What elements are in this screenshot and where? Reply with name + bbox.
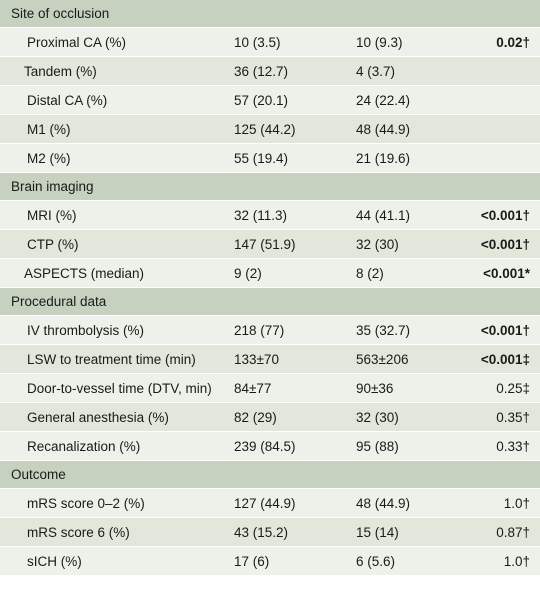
table-row: M2 (%) 55 (19.4) 21 (19.6) xyxy=(0,143,540,173)
table-row: M1 (%) 125 (44.2) 48 (44.9) xyxy=(0,114,540,144)
table-row: mRS score 0–2 (%) 127 (44.9) 48 (44.9) 1.0† xyxy=(0,488,540,518)
section-title: Site of occlusion xyxy=(0,0,540,28)
table-row: sICH (%) 17 (6) 6 (5.6) 1.0† xyxy=(0,546,540,576)
table-row: CTP (%) 147 (51.9) 32 (30) <0.001† xyxy=(0,229,540,259)
section-header: Procedural data xyxy=(0,287,540,316)
group2-value: 35 (32.7) xyxy=(356,315,469,345)
table-row: Distal CA (%) 57 (20.1) 24 (22.4) xyxy=(0,85,540,115)
group2-value: 48 (44.9) xyxy=(356,114,469,144)
p-value: 1.0† xyxy=(469,488,540,518)
group1-value: 218 (77) xyxy=(234,315,356,345)
group2-value: 32 (30) xyxy=(356,402,469,432)
row-label: IV thrombolysis (%) xyxy=(0,315,234,345)
group2-value: 6 (5.6) xyxy=(356,546,469,576)
table-row: Recanalization (%) 239 (84.5) 95 (88) 0.33† xyxy=(0,431,540,461)
group2-value: 15 (14) xyxy=(356,517,469,547)
row-label: mRS score 6 (%) xyxy=(0,517,234,547)
group1-value: 147 (51.9) xyxy=(234,229,356,259)
p-value: <0.001* xyxy=(469,258,540,288)
group1-value: 84±77 xyxy=(234,373,356,403)
row-label: Proximal CA (%) xyxy=(0,27,234,57)
group1-value: 36 (12.7) xyxy=(234,56,356,86)
group2-value: 8 (2) xyxy=(356,258,469,288)
p-value: 1.0† xyxy=(469,546,540,576)
p-value: 0.87† xyxy=(469,517,540,547)
p-value: 0.25‡ xyxy=(469,373,540,403)
section-title: Procedural data xyxy=(0,287,540,316)
table-row: General anesthesia (%) 82 (29) 32 (30) 0.35… xyxy=(0,402,540,432)
table-row: LSW to treatment time (min) 133±70 563±206… xyxy=(0,344,540,374)
table-row: ASPECTS (median) 9 (2) 8 (2) <0.001* xyxy=(0,258,540,288)
table-row: mRS score 6 (%) 43 (15.2) 15 (14) 0.87† xyxy=(0,517,540,547)
group1-value: 239 (84.5) xyxy=(234,431,356,461)
group1-value: 9 (2) xyxy=(234,258,356,288)
group2-value: 21 (19.6) xyxy=(356,143,469,173)
p-value: <0.001† xyxy=(469,315,540,345)
group2-value: 563±206 xyxy=(356,344,469,374)
group1-value: 57 (20.1) xyxy=(234,85,356,115)
section-header: Outcome xyxy=(0,460,540,489)
group1-value: 32 (11.3) xyxy=(234,200,356,230)
table-row: Door-to-vessel time (DTV, min) 84±77 90±36… xyxy=(0,373,540,403)
p-value: <0.001† xyxy=(469,229,540,259)
row-label: General anesthesia (%) xyxy=(0,402,234,432)
group1-value: 125 (44.2) xyxy=(234,114,356,144)
p-value: 0.02† xyxy=(469,27,540,57)
section-title: Outcome xyxy=(0,460,540,489)
row-label: LSW to treatment time (min) xyxy=(0,344,234,374)
p-value xyxy=(469,85,540,115)
p-value xyxy=(469,56,540,86)
group2-value: 44 (41.1) xyxy=(356,200,469,230)
table-body: Site of occlusion Proximal CA (%) 10 (3.5)… xyxy=(0,0,540,576)
row-label: M2 (%) xyxy=(0,143,234,173)
row-label: CTP (%) xyxy=(0,229,234,259)
group1-value: 133±70 xyxy=(234,344,356,374)
row-label: Door-to-vessel time (DTV, min) xyxy=(0,373,234,403)
p-value: 0.33† xyxy=(469,431,540,461)
group2-value: 90±36 xyxy=(356,373,469,403)
group2-value: 95 (88) xyxy=(356,431,469,461)
group1-value: 17 (6) xyxy=(234,546,356,576)
row-label: Tandem (%) xyxy=(0,56,234,86)
row-label: Recanalization (%) xyxy=(0,431,234,461)
clinical-data-table: Site of occlusion Proximal CA (%) 10 (3.5)… xyxy=(0,0,540,576)
table-row: MRI (%) 32 (11.3) 44 (41.1) <0.001† xyxy=(0,200,540,230)
section-header: Brain imaging xyxy=(0,172,540,201)
row-label: sICH (%) xyxy=(0,546,234,576)
section-header: Site of occlusion xyxy=(0,0,540,28)
group2-value: 10 (9.3) xyxy=(356,27,469,57)
table-row: Tandem (%) 36 (12.7) 4 (3.7) xyxy=(0,56,540,86)
group2-value: 48 (44.9) xyxy=(356,488,469,518)
group2-value: 24 (22.4) xyxy=(356,85,469,115)
p-value xyxy=(469,114,540,144)
p-value xyxy=(469,143,540,173)
group1-value: 82 (29) xyxy=(234,402,356,432)
p-value: 0.35† xyxy=(469,402,540,432)
group1-value: 43 (15.2) xyxy=(234,517,356,547)
p-value: <0.001‡ xyxy=(469,344,540,374)
row-label: M1 (%) xyxy=(0,114,234,144)
group2-value: 4 (3.7) xyxy=(356,56,469,86)
row-label: Distal CA (%) xyxy=(0,85,234,115)
table-row: Proximal CA (%) 10 (3.5) 10 (9.3) 0.02† xyxy=(0,27,540,57)
row-label: MRI (%) xyxy=(0,200,234,230)
row-label: mRS score 0–2 (%) xyxy=(0,488,234,518)
group1-value: 10 (3.5) xyxy=(234,27,356,57)
row-label: ASPECTS (median) xyxy=(0,258,234,288)
table-row: IV thrombolysis (%) 218 (77) 35 (32.7) <0.0… xyxy=(0,315,540,345)
p-value: <0.001† xyxy=(469,200,540,230)
group1-value: 55 (19.4) xyxy=(234,143,356,173)
group1-value: 127 (44.9) xyxy=(234,488,356,518)
group2-value: 32 (30) xyxy=(356,229,469,259)
section-title: Brain imaging xyxy=(0,172,540,201)
